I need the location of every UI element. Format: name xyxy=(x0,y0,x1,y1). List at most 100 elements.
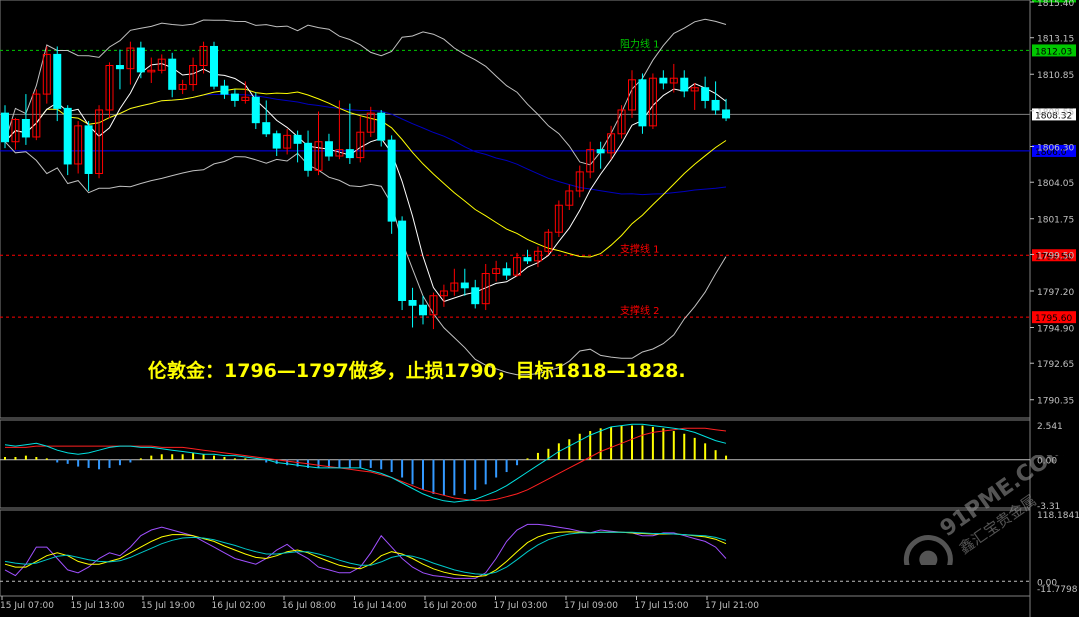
stoch-frame xyxy=(0,509,1031,597)
candle xyxy=(178,79,187,95)
candle xyxy=(701,76,710,109)
candle-body xyxy=(680,77,689,92)
price-tick-label: 1794.90 xyxy=(1037,324,1074,334)
candle-body xyxy=(105,65,114,111)
candle xyxy=(366,106,375,137)
candle xyxy=(63,105,72,176)
macd-frame xyxy=(0,419,1031,509)
candle-body xyxy=(241,96,250,101)
macd-signal-line xyxy=(4,423,727,503)
candle xyxy=(711,81,720,115)
candle-body xyxy=(408,300,417,306)
candle xyxy=(147,57,156,83)
candle-body xyxy=(262,122,271,135)
candle-body xyxy=(481,273,490,305)
candle-body xyxy=(419,304,427,316)
candle xyxy=(136,41,145,79)
level-tag-text: 1808.32 xyxy=(1035,111,1072,121)
candle-body xyxy=(502,268,511,276)
candle xyxy=(304,130,313,177)
candle-body xyxy=(565,190,574,206)
time-tick-label: 17 Jul 15:00 xyxy=(635,601,689,611)
candle-body xyxy=(53,53,62,109)
candle-body xyxy=(11,118,20,143)
candle xyxy=(210,41,218,90)
candle-body xyxy=(701,87,710,101)
candle xyxy=(607,125,616,160)
macd-panel: 2.541 0.00 -3.31 xyxy=(0,419,1063,512)
candle-body xyxy=(136,47,145,73)
main-frame xyxy=(0,0,1031,419)
level-tag xyxy=(1032,249,1076,262)
band-lower xyxy=(4,141,727,376)
candle-body xyxy=(324,141,333,157)
level-tag-text: 1812.03 xyxy=(1035,47,1072,57)
candle-body xyxy=(21,118,30,138)
candle xyxy=(115,49,124,90)
candle-body xyxy=(272,133,281,149)
candle xyxy=(1,105,9,149)
level-label: 支撑线 2 xyxy=(620,304,660,317)
candle-body xyxy=(429,295,438,316)
candle-body xyxy=(356,131,365,159)
candle-body xyxy=(711,99,720,111)
candle-body xyxy=(1,112,9,143)
candle-body xyxy=(586,149,595,173)
candle xyxy=(533,246,542,268)
candle-body xyxy=(42,53,51,95)
candle xyxy=(42,46,51,104)
candle xyxy=(628,70,636,118)
candle xyxy=(648,73,657,130)
candle-body xyxy=(157,58,166,71)
candle xyxy=(617,105,626,139)
candle xyxy=(450,268,459,296)
candle-body xyxy=(596,149,605,154)
candle-body xyxy=(220,85,229,95)
candle-body xyxy=(669,77,678,84)
stoch-panel: 118.1841 0.00-11.7798 xyxy=(0,509,1079,597)
candle xyxy=(84,121,93,191)
candle-body xyxy=(304,142,313,171)
candle xyxy=(638,73,647,134)
candle-body xyxy=(63,107,72,165)
time-tick-label: 16 Jul 14:00 xyxy=(353,601,407,611)
candle xyxy=(669,63,678,93)
candle-body xyxy=(439,290,448,297)
candle xyxy=(324,133,333,161)
macd-tick-label: 2.541 xyxy=(1037,422,1063,432)
candle xyxy=(387,135,396,234)
candle-body xyxy=(648,77,657,127)
price-tick-label: 1804.05 xyxy=(1037,179,1074,189)
stoch-line xyxy=(4,531,727,576)
candle xyxy=(471,279,480,309)
candle-body xyxy=(210,45,218,87)
candle xyxy=(157,54,166,74)
time-tick-label: 17 Jul 03:00 xyxy=(494,601,548,611)
candle-body xyxy=(32,93,41,138)
level-tag-text: 1799.56 xyxy=(1035,252,1072,262)
stoch-tick-label: 0.00 xyxy=(1037,578,1057,588)
candle-body xyxy=(398,220,407,302)
candle-body xyxy=(575,171,584,192)
candle xyxy=(690,82,699,110)
time-tick-label: 15 Jul 19:00 xyxy=(141,601,195,611)
price-axis: 1815.40 1813.15 1810.85 1808.55 1806.30 1804.… xyxy=(1030,0,1074,407)
candle-body xyxy=(189,65,198,86)
candle xyxy=(481,263,490,311)
candle xyxy=(241,81,250,104)
time-tick-label: 16 Jul 02:00 xyxy=(212,601,266,611)
stoch-tick-label: -11.7798 xyxy=(1037,585,1078,595)
candle xyxy=(272,130,281,157)
level-tag xyxy=(1032,311,1076,324)
candle-body xyxy=(544,231,553,252)
candle xyxy=(314,111,323,176)
price-tick-label: 1810.85 xyxy=(1037,71,1074,81)
slow-ma xyxy=(4,88,727,258)
candle-body xyxy=(345,149,354,159)
candle xyxy=(554,200,563,237)
candle-body xyxy=(314,141,323,171)
candle xyxy=(408,287,417,328)
candle xyxy=(105,62,114,118)
candle xyxy=(502,262,511,280)
candle-body xyxy=(460,282,469,289)
